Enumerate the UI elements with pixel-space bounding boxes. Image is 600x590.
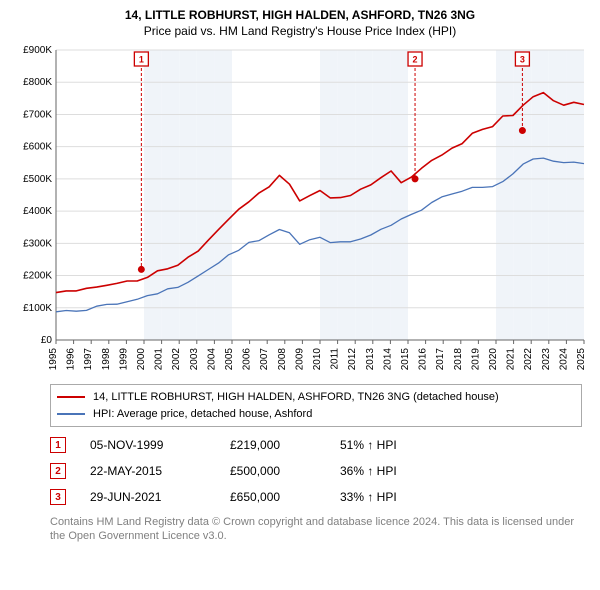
svg-text:1996: 1996 [66,348,77,371]
svg-text:£700K: £700K [23,110,52,121]
svg-text:2009: 2009 [294,348,305,371]
event-hpi: 36% ↑ HPI [340,464,397,478]
svg-text:2008: 2008 [277,348,288,371]
chart-title-block: 14, LITTLE ROBHURST, HIGH HALDEN, ASHFOR… [10,8,590,39]
legend-box: 14, LITTLE ROBHURST, HIGH HALDEN, ASHFOR… [50,384,582,427]
legend-label: 14, LITTLE ROBHURST, HIGH HALDEN, ASHFOR… [93,389,499,406]
svg-text:2010: 2010 [312,348,323,371]
event-row: 3 29-JUN-2021£650,00033% ↑ HPI [50,489,582,505]
svg-text:2017: 2017 [435,348,446,371]
svg-text:2024: 2024 [558,348,569,371]
svg-text:1999: 1999 [118,348,129,371]
svg-text:£400K: £400K [23,206,52,217]
svg-text:2011: 2011 [330,348,341,370]
event-hpi: 51% ↑ HPI [340,438,397,452]
chart-title: 14, LITTLE ROBHURST, HIGH HALDEN, ASHFOR… [10,8,590,24]
chart-subtitle: Price paid vs. HM Land Registry's House … [10,24,590,40]
event-price: £219,000 [230,438,340,452]
legend-item: HPI: Average price, detached house, Ashf… [57,406,575,423]
svg-text:2015: 2015 [400,348,411,371]
svg-text:£800K: £800K [23,77,52,88]
legend-swatch [57,413,85,415]
svg-text:1: 1 [139,55,144,65]
svg-text:2014: 2014 [382,348,393,371]
price-events-table: 1 05-NOV-1999£219,00051% ↑ HPI 2 22-MAY-201… [50,437,582,505]
svg-text:2001: 2001 [154,348,165,371]
svg-text:£900K: £900K [23,45,52,56]
line-chart-svg: £0 £100K £200K £300K £400K £500K £600K £700K £80… [10,44,590,376]
svg-text:2003: 2003 [189,348,200,371]
svg-text:2: 2 [413,55,418,65]
svg-text:£200K: £200K [23,271,52,282]
svg-text:1997: 1997 [83,348,94,371]
svg-text:2002: 2002 [171,348,182,371]
event-marker: 2 [50,463,66,479]
event-price: £500,000 [230,464,340,478]
svg-text:£500K: £500K [23,174,52,185]
svg-text:2018: 2018 [453,348,464,371]
svg-text:2019: 2019 [470,348,481,371]
svg-text:2021: 2021 [506,348,517,371]
svg-text:£300K: £300K [23,239,52,250]
svg-text:2013: 2013 [365,348,376,371]
svg-text:2012: 2012 [347,348,358,371]
svg-text:£100K: £100K [23,303,52,314]
svg-text:2023: 2023 [541,348,552,371]
svg-text:2007: 2007 [259,348,270,371]
legend-label: HPI: Average price, detached house, Ashf… [93,406,312,423]
svg-text:2016: 2016 [418,348,429,371]
event-price: £650,000 [230,490,340,504]
event-date: 22-MAY-2015 [90,464,230,478]
svg-text:3: 3 [520,55,525,65]
event-marker: 1 [50,437,66,453]
attribution-text: Contains HM Land Registry data © Crown c… [50,515,582,544]
svg-text:2004: 2004 [206,348,217,371]
event-hpi: 33% ↑ HPI [340,490,397,504]
svg-text:£600K: £600K [23,142,52,153]
svg-text:1998: 1998 [101,348,112,371]
legend-item: 14, LITTLE ROBHURST, HIGH HALDEN, ASHFOR… [57,389,575,406]
event-row: 1 05-NOV-1999£219,00051% ↑ HPI [50,437,582,453]
event-date: 29-JUN-2021 [90,490,230,504]
event-row: 2 22-MAY-2015£500,00036% ↑ HPI [50,463,582,479]
svg-text:2025: 2025 [576,348,587,371]
svg-text:2006: 2006 [242,348,253,371]
chart-area: £0 £100K £200K £300K £400K £500K £600K £700K £80… [10,44,590,376]
svg-text:1995: 1995 [48,348,59,371]
legend-swatch [57,396,85,398]
svg-text:£0: £0 [41,335,53,346]
svg-text:2020: 2020 [488,348,499,371]
svg-text:2005: 2005 [224,348,235,371]
svg-text:2022: 2022 [523,348,534,371]
event-marker: 3 [50,489,66,505]
svg-text:2000: 2000 [136,348,147,371]
event-date: 05-NOV-1999 [90,438,230,452]
